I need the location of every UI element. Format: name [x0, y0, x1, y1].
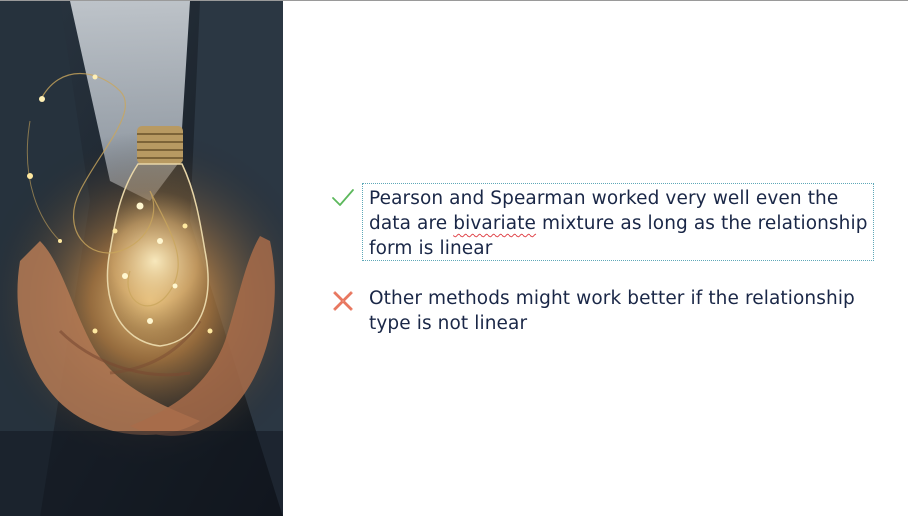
bullet-text-1-after: mixture as long as the relationship form… [369, 213, 868, 259]
bullet-item-1: Pearson and Spearman worked very well ev… [330, 183, 874, 261]
check-icon [332, 189, 354, 206]
cross-icon [333, 291, 353, 311]
bullet-text-2[interactable]: Other methods might work better if the r… [369, 288, 855, 334]
bullet-text-1-before: Pearson and Spearman worked very well ev… [369, 188, 839, 234]
bullet-text-1[interactable]: Pearson and Spearman worked very well ev… [362, 183, 874, 261]
lightbulb-photo-icon [0, 1, 283, 516]
bullet-item-2: Other methods might work better if the r… [330, 286, 874, 336]
lightbulb-photo [0, 1, 283, 516]
spellcheck-flagged-word[interactable]: bivariate [453, 213, 537, 234]
